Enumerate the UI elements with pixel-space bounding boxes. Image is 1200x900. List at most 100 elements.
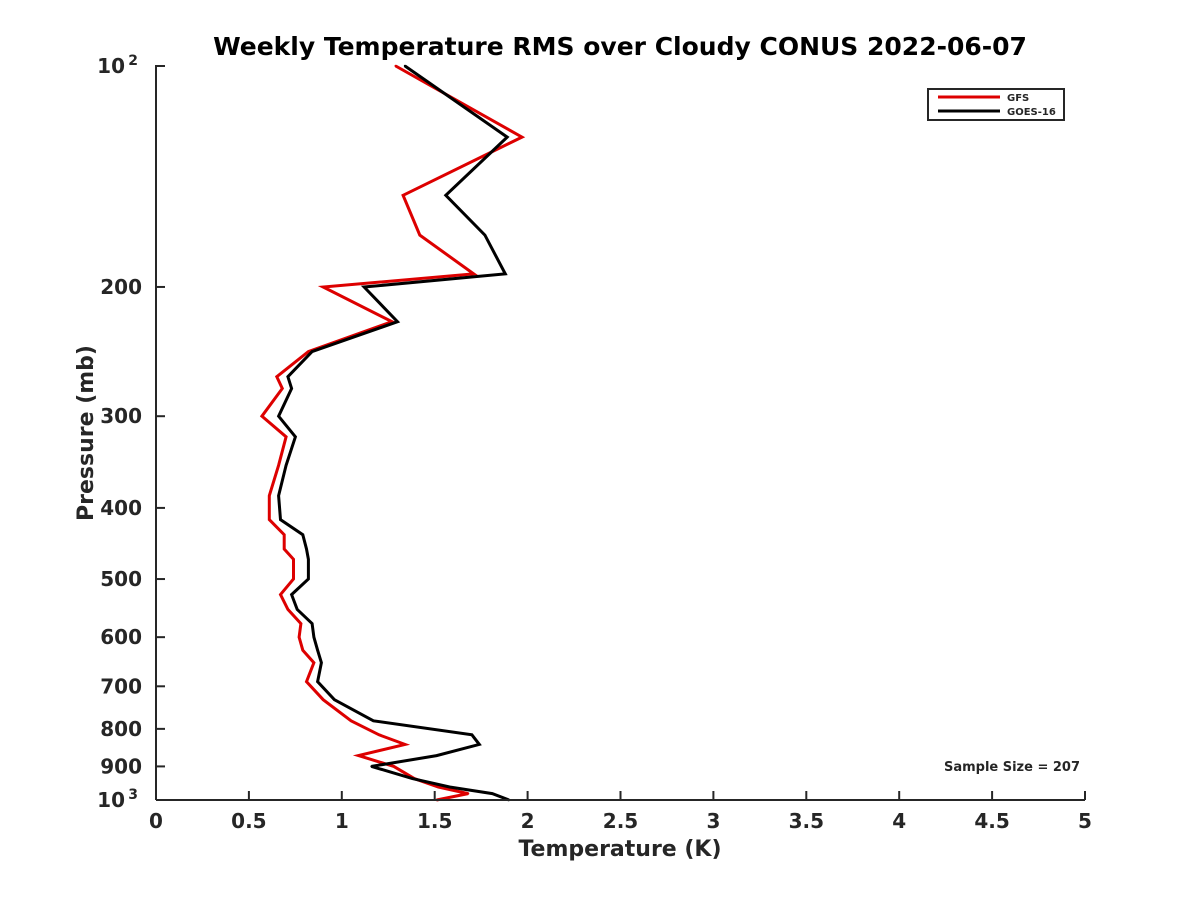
data-point-goes16	[290, 387, 293, 390]
data-point-goes16	[505, 135, 509, 139]
data-point-gfs	[283, 533, 286, 536]
data-point-gfs	[292, 558, 295, 561]
data-point-goes16	[279, 518, 282, 521]
data-point-gfs	[418, 233, 422, 237]
data-point-goes16	[301, 533, 304, 536]
data-point-gfs	[322, 285, 325, 289]
data-point-gfs	[322, 698, 325, 701]
data-point-gfs	[472, 272, 475, 276]
data-point-goes16	[307, 558, 310, 561]
data-point-gfs	[292, 577, 295, 581]
data-point-gfs	[377, 733, 381, 736]
data-point-goes16	[470, 733, 474, 736]
data-point-goes16	[296, 608, 299, 611]
x-tick-label: 2.5	[603, 809, 638, 833]
data-point-gfs	[403, 743, 407, 746]
data-point-goes16	[316, 648, 319, 652]
data-point-goes16	[316, 680, 319, 683]
data-point-goes16	[362, 285, 366, 289]
x-tick-label: 0.5	[231, 809, 266, 833]
data-point-gfs	[312, 661, 316, 664]
x-tick-label: 2	[521, 809, 535, 833]
y-tick-label: 800	[100, 717, 142, 741]
data-point-goes16	[310, 622, 314, 625]
x-tick-label: 1.5	[417, 809, 452, 833]
x-tick-label: 0	[149, 809, 163, 833]
x-axis-ticks: 0 0.5 1 1.5 2 2.5 3 3.5 4 4.5 5	[149, 791, 1092, 833]
y-tick-exponent: 3	[128, 787, 138, 803]
data-point-goes16	[504, 272, 507, 276]
data-point-goes16	[310, 350, 314, 353]
y-tick-label: 400	[100, 496, 142, 520]
data-point-goes16	[320, 661, 323, 664]
series-line-goes16	[276, 64, 510, 802]
y-tick-label: 700	[100, 674, 142, 698]
x-tick-label: 4.5	[974, 809, 1009, 833]
y-tick-label: 10	[97, 788, 125, 812]
data-point-gfs	[286, 608, 290, 611]
data-point-gfs	[357, 754, 360, 757]
chart-title: Weekly Temperature RMS over Cloudy CONUS…	[213, 32, 1027, 61]
data-point-goes16	[491, 792, 494, 795]
data-point-gfs	[277, 464, 280, 467]
data-point-goes16	[305, 547, 308, 551]
data-point-goes16	[478, 743, 481, 746]
data-point-goes16	[370, 765, 373, 768]
data-point-gfs	[305, 680, 308, 683]
data-point-gfs	[283, 547, 286, 551]
x-tick-label: 4	[892, 809, 906, 833]
y-tick-label: 600	[100, 625, 142, 649]
data-point-goes16	[294, 435, 297, 438]
data-point-goes16	[277, 494, 280, 497]
y-axis-label: Pressure (mb)	[74, 345, 99, 521]
data-point-gfs	[268, 494, 271, 497]
data-point-gfs	[307, 350, 310, 353]
data-point-goes16	[307, 577, 310, 581]
y-tick-label: 300	[100, 404, 142, 428]
data-point-goes16	[312, 635, 316, 639]
data-point-gfs	[392, 765, 396, 768]
legend: GFS GOES-16	[927, 88, 1065, 121]
data-point-gfs	[401, 194, 405, 197]
data-point-gfs	[281, 387, 284, 390]
x-tick-label: 5	[1078, 809, 1092, 833]
data-point-gfs	[299, 622, 303, 625]
legend-label-goes16: GOES-16	[1007, 107, 1056, 118]
x-tick-label: 1	[335, 809, 349, 833]
data-point-goes16	[448, 785, 451, 789]
legend-label-gfs: GFS	[1007, 93, 1029, 104]
data-point-goes16	[396, 320, 399, 323]
data-point-goes16	[435, 754, 438, 757]
data-point-goes16	[411, 777, 414, 780]
data-point-goes16	[333, 698, 336, 701]
series-line-gfs	[259, 64, 526, 802]
y-tick-label: 10	[97, 54, 125, 78]
sample-size-annotation: Sample Size = 207	[944, 760, 1080, 775]
data-point-gfs	[260, 415, 264, 418]
x-axis-label: Temperature (K)	[518, 837, 721, 862]
y-tick-exponent: 2	[128, 53, 138, 69]
data-point-gfs	[275, 375, 278, 378]
data-point-gfs	[437, 785, 440, 789]
y-tick-label: 900	[100, 754, 142, 778]
data-point-goes16	[290, 593, 293, 596]
data-point-gfs	[297, 635, 301, 639]
data-point-goes16	[444, 194, 448, 197]
data-point-gfs	[284, 435, 288, 438]
series-group	[259, 64, 526, 802]
data-point-gfs	[301, 648, 304, 652]
data-point-gfs	[279, 593, 282, 596]
data-point-gfs	[394, 64, 397, 68]
data-point-gfs	[268, 518, 271, 521]
data-point-goes16	[403, 64, 407, 68]
data-point-goes16	[286, 375, 290, 378]
data-point-goes16	[277, 415, 280, 418]
x-tick-label: 3	[706, 809, 720, 833]
data-point-goes16	[284, 464, 288, 467]
data-point-goes16	[483, 233, 487, 237]
data-point-gfs	[349, 719, 353, 722]
legend-box	[927, 88, 1065, 121]
